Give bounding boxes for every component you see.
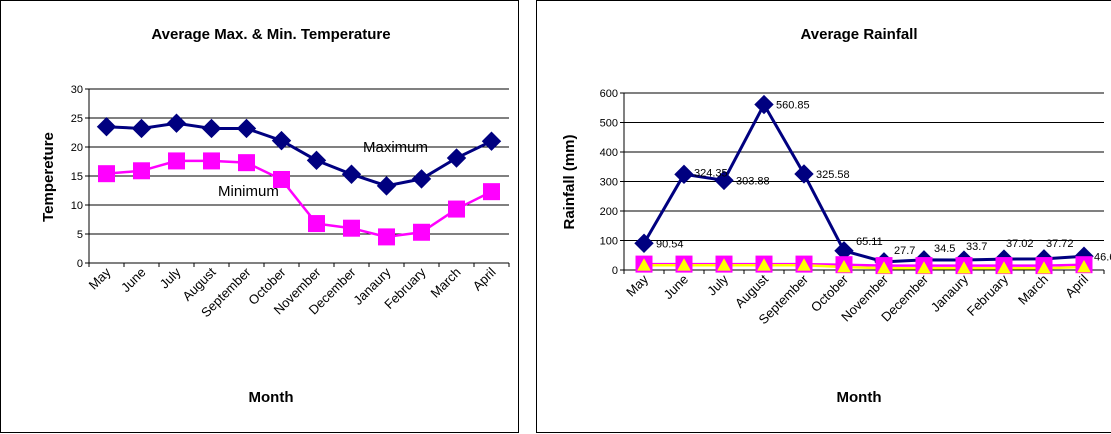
data-point bbox=[1037, 261, 1051, 274]
y-tick-label: 20 bbox=[71, 142, 83, 154]
rainfall-chart-panel: Average Rainfall Month Rainfall (mm) 0 10… bbox=[536, 0, 1111, 433]
x-axis-title: Month bbox=[249, 389, 294, 406]
data-point bbox=[481, 131, 502, 151]
data-point bbox=[131, 118, 152, 139]
rainfall-chart: Average Rainfall Month Rainfall (mm) 0 10… bbox=[561, 26, 1111, 406]
x-tick-label: March bbox=[427, 265, 463, 301]
data-point bbox=[378, 228, 395, 246]
data-point bbox=[376, 176, 397, 196]
y-tick-label: 300 bbox=[600, 177, 618, 189]
data-point bbox=[168, 152, 185, 170]
data-point bbox=[201, 118, 222, 139]
data-point bbox=[1077, 260, 1091, 273]
series-label-minimum: Minimum bbox=[218, 183, 279, 200]
data-label: 560.85 bbox=[776, 100, 810, 112]
data-point bbox=[877, 261, 891, 274]
data-label: 325.58 bbox=[816, 169, 850, 181]
data-point bbox=[411, 169, 432, 189]
data-point bbox=[203, 152, 220, 170]
y-tick-label: 15 bbox=[71, 171, 83, 183]
y-tick-label: 100 bbox=[600, 236, 618, 248]
y-axis-title: Rainfall (mm) bbox=[561, 134, 578, 229]
y-tick-label: 10 bbox=[71, 200, 83, 212]
x-tick-label: May bbox=[86, 264, 114, 292]
data-point bbox=[446, 148, 467, 168]
data-point bbox=[448, 200, 465, 218]
data-point bbox=[674, 164, 694, 185]
data-point bbox=[166, 113, 187, 133]
x-axis-title: Month bbox=[837, 389, 882, 406]
data-point bbox=[343, 219, 360, 237]
y-tick-label: 0 bbox=[77, 258, 83, 270]
data-point bbox=[757, 258, 771, 271]
data-point bbox=[133, 162, 150, 180]
x-tick-label: March bbox=[1015, 272, 1051, 308]
data-label: 303.88 bbox=[736, 175, 770, 187]
data-point bbox=[306, 150, 327, 171]
data-label: 46.6 bbox=[1094, 251, 1111, 263]
temperature-chart-panel: Average Max. & Min. Temperature Month Te… bbox=[0, 0, 519, 433]
y-tick-label: 400 bbox=[600, 147, 618, 159]
data-point bbox=[238, 154, 255, 172]
data-point bbox=[637, 258, 651, 271]
chart-title: Average Max. & Min. Temperature bbox=[151, 26, 390, 43]
data-point bbox=[273, 170, 290, 188]
x-tick-label: July bbox=[704, 271, 731, 298]
data-point bbox=[997, 261, 1011, 274]
x-tick-label: May bbox=[623, 271, 651, 299]
data-point bbox=[413, 223, 430, 241]
y-tick-label: 30 bbox=[71, 84, 83, 96]
y-tick-label: 200 bbox=[600, 206, 618, 218]
data-label: 37.72 bbox=[1046, 238, 1074, 250]
x-tick-label: June bbox=[118, 265, 149, 296]
x-tick-label: August bbox=[732, 271, 771, 310]
data-point bbox=[308, 215, 325, 233]
data-point bbox=[837, 260, 851, 273]
data-label: 37.02 bbox=[1006, 238, 1034, 250]
data-point bbox=[917, 261, 931, 274]
data-point bbox=[717, 258, 731, 271]
data-point bbox=[341, 164, 362, 184]
data-label: 90.54 bbox=[656, 238, 684, 250]
y-tick-label: 600 bbox=[600, 88, 618, 100]
y-tick-label: 0 bbox=[612, 265, 618, 277]
data-point bbox=[794, 164, 814, 184]
data-point bbox=[634, 233, 654, 253]
data-point bbox=[797, 258, 811, 271]
data-label: 34.5 bbox=[934, 243, 955, 255]
data-point bbox=[98, 165, 115, 183]
data-point bbox=[957, 261, 971, 274]
data-point bbox=[483, 183, 500, 201]
data-point bbox=[236, 118, 257, 139]
data-label: 65.11 bbox=[856, 236, 883, 248]
y-tick-label: 25 bbox=[71, 113, 83, 125]
x-tick-label: April bbox=[470, 264, 499, 293]
y-axis-title: Tempereture bbox=[40, 132, 57, 222]
chart-title: Average Rainfall bbox=[801, 26, 918, 43]
x-tick-label: June bbox=[661, 272, 692, 303]
data-point bbox=[677, 258, 691, 271]
data-label: 324.35 bbox=[694, 167, 728, 179]
data-label: 27.7 bbox=[894, 245, 915, 257]
data-point bbox=[271, 130, 292, 151]
data-point bbox=[96, 116, 117, 137]
y-tick-label: 500 bbox=[600, 118, 618, 130]
x-tick-label: April bbox=[1062, 271, 1091, 300]
data-point bbox=[754, 94, 774, 115]
x-tick-label: July bbox=[157, 264, 184, 291]
y-tick-label: 5 bbox=[77, 229, 83, 241]
data-label: 33.7 bbox=[966, 241, 987, 253]
x-tick-label: February bbox=[964, 271, 1012, 319]
data-point bbox=[714, 170, 734, 191]
temperature-chart: Average Max. & Min. Temperature Month Te… bbox=[40, 26, 510, 406]
